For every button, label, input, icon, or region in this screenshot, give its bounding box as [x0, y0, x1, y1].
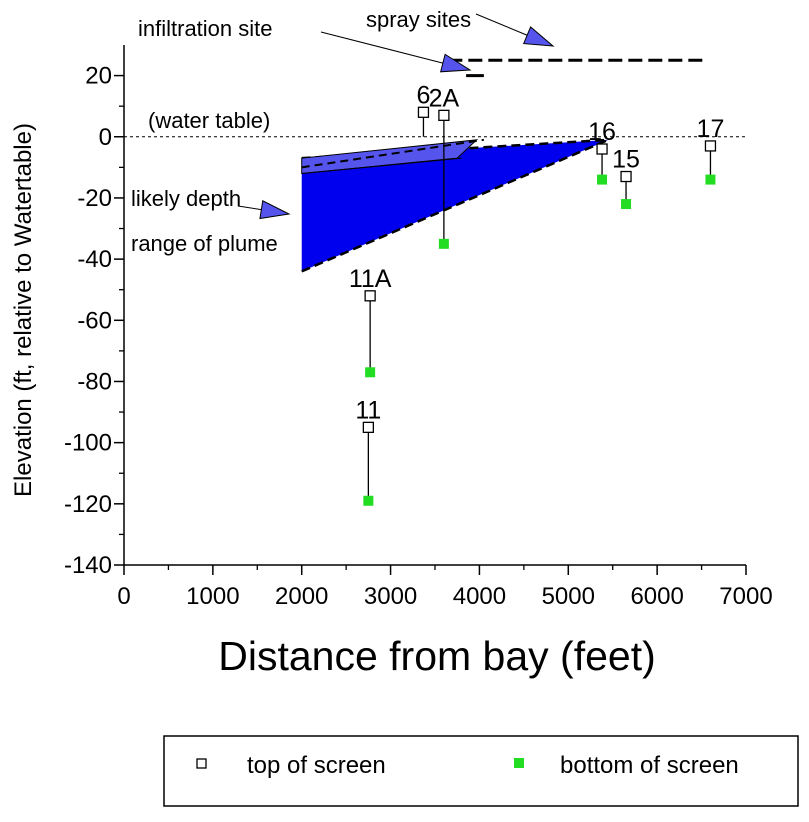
legend-top-label: top of screen — [247, 752, 386, 779]
plume-polygon — [301, 139, 609, 272]
bottom-of-screen-marker — [363, 495, 374, 506]
top-of-screen-marker — [364, 290, 376, 302]
arrow-head — [439, 53, 472, 73]
plume-arrow — [237, 200, 291, 220]
x-tick-label: 5000 — [542, 583, 595, 610]
x-tick-label: 4000 — [453, 583, 506, 610]
y-tick-label: -20 — [77, 185, 112, 212]
well-label: 17 — [697, 115, 725, 143]
bottom-of-screen-marker — [621, 199, 632, 210]
top-of-screen-marker — [438, 109, 450, 122]
x-tick-label: 2000 — [275, 583, 328, 610]
arrow-shaft — [475, 13, 528, 36]
arrow-head — [259, 200, 291, 220]
legend-bottom-label: bottom of screen — [560, 752, 739, 779]
well-label: 16 — [588, 118, 616, 146]
plume-label-line2: range of plume — [131, 231, 278, 256]
plume-upper-bound — [301, 138, 609, 160]
y-tick-label: 20 — [85, 63, 112, 90]
spray-sites-label: spray sites — [366, 7, 471, 32]
spray-sites-arrow — [475, 13, 555, 47]
y-tick-label: -140 — [64, 552, 112, 579]
y-tick-label: -120 — [64, 491, 112, 518]
well-label: 11A — [349, 265, 392, 293]
top-of-screen-marker — [620, 170, 632, 183]
annotations-layer: (water table) infiltration site spray site… — [131, 7, 707, 256]
well-11: 11 — [355, 396, 381, 506]
well-label: 15 — [612, 146, 640, 174]
top-of-screen-marker — [704, 140, 717, 152]
plume-layer — [301, 138, 609, 273]
plume-label-line1: likely depth — [131, 186, 241, 211]
bottom-of-screen-marker — [597, 174, 608, 185]
well-11A: 11A — [349, 265, 392, 378]
bottom-of-screen-marker — [438, 238, 449, 249]
legend: top of screen bottom of screen — [163, 735, 799, 807]
infiltration-site-label: infiltration site — [138, 16, 273, 41]
y-tick-label: -100 — [64, 430, 112, 457]
well-label: 6 — [416, 81, 430, 109]
legend-bottom-marker — [514, 758, 524, 768]
legend-box — [163, 735, 799, 807]
plume-inner-line — [301, 157, 462, 174]
top-of-screen-marker — [596, 143, 608, 155]
well-label: 11 — [355, 396, 381, 424]
y-tick-label: -80 — [77, 368, 112, 395]
legend-top-marker — [196, 758, 207, 769]
well-17: 17 — [697, 115, 725, 185]
top-of-screen-marker — [417, 106, 430, 118]
arrow-shaft — [237, 205, 262, 211]
arrow-shaft — [320, 31, 443, 64]
well-15: 15 — [612, 146, 640, 210]
bottom-of-screen-marker — [365, 367, 376, 378]
y-tick-label: -60 — [77, 307, 112, 334]
x-tick-label: 7000 — [719, 583, 772, 610]
x-tick-label: 6000 — [630, 583, 683, 610]
x-axis-label: Distance from bay (feet) — [218, 633, 656, 679]
infiltration-site-arrow — [320, 31, 472, 73]
well-6: 6 — [416, 81, 430, 137]
top-of-screen-marker — [362, 421, 375, 434]
x-tick-label: 1000 — [186, 583, 239, 610]
x-tick-label: 3000 — [364, 583, 417, 610]
well-16: 16 — [588, 118, 616, 185]
axes: 0 1000 2000 3000 4000 5000 6000 7000 20 0 -20 -40 -6… — [64, 45, 773, 610]
bottom-of-screen-marker — [705, 174, 716, 185]
well-2A: 2A — [429, 84, 460, 249]
y-tick-label: 0 — [99, 124, 112, 151]
x-tick-label: 0 — [117, 583, 130, 610]
water-table-label: (water table) — [148, 108, 270, 133]
arrow-head — [522, 26, 555, 47]
plume-inner-dash — [301, 138, 485, 169]
y-axis-label: Elevation (ft, relative to Watertable) — [10, 123, 37, 497]
well-label: 2A — [429, 84, 460, 112]
y-tick-label: -40 — [77, 246, 112, 273]
